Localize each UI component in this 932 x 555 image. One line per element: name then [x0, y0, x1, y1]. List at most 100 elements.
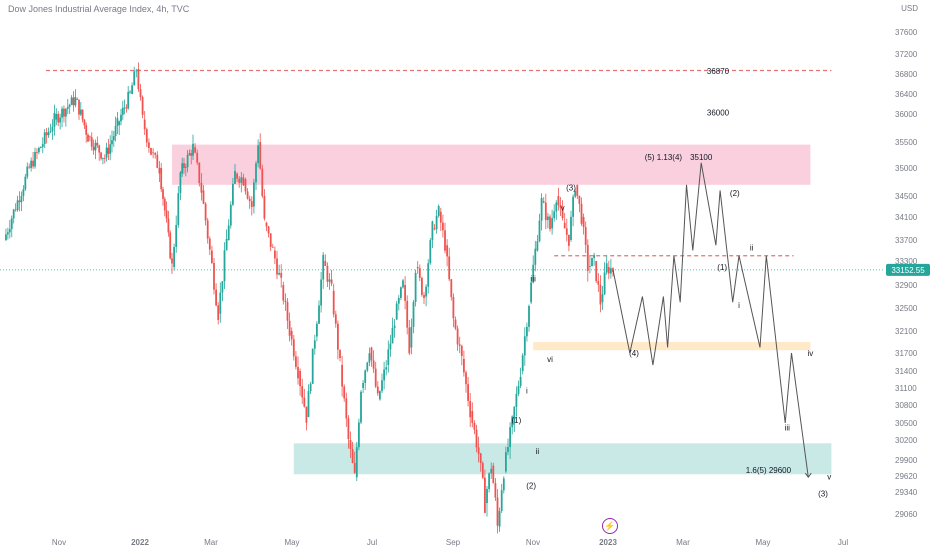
annotation-label: (1): [512, 416, 522, 425]
candle-body: [553, 211, 556, 219]
candle-body: [320, 279, 322, 306]
candle-body: [148, 142, 150, 148]
candle-body: [551, 218, 553, 229]
candle-body: [32, 160, 34, 167]
y-tick-label: 31400: [895, 367, 918, 376]
candle-body: [511, 416, 514, 428]
candle-body: [565, 228, 568, 235]
candle-body: [68, 104, 71, 107]
candle-body: [145, 129, 148, 143]
candle-body: [14, 209, 17, 211]
candle-body: [408, 327, 411, 354]
candle-body: [217, 305, 220, 320]
candle-body: [221, 281, 224, 293]
candle-body: [192, 143, 194, 156]
candle-body: [586, 244, 589, 271]
candle-body: [561, 207, 564, 219]
candle-body: [416, 267, 419, 269]
candle-body: [223, 250, 226, 282]
candle-body: [313, 340, 316, 349]
candle-body: [343, 386, 346, 399]
candle-body: [406, 300, 409, 328]
annotation-label: iv: [808, 349, 814, 358]
x-tick-label: 2022: [131, 538, 149, 547]
candle-body: [376, 386, 379, 394]
candle-body: [366, 362, 369, 371]
y-tick-label: 37600: [895, 28, 918, 37]
candle-body: [473, 423, 476, 430]
candle-body: [103, 157, 106, 159]
annotation-label: i: [738, 301, 740, 310]
candle-body: [248, 198, 251, 202]
candle-body: [467, 384, 469, 401]
candle-body: [188, 153, 191, 156]
candle-body: [391, 327, 394, 344]
candle-body: [530, 282, 532, 303]
candle-body: [41, 143, 44, 148]
candle-body: [368, 353, 371, 363]
candle-body: [509, 427, 511, 448]
candle-body: [334, 314, 337, 324]
candle-body: [364, 370, 367, 383]
candle-body: [538, 220, 541, 242]
candle-body: [425, 286, 427, 297]
candle-body: [395, 303, 398, 320]
candle-body: [290, 331, 293, 340]
candle-body: [246, 191, 249, 199]
candle-body: [328, 279, 331, 282]
candle-body: [580, 203, 583, 224]
projection-path: [612, 162, 809, 478]
candle-body: [229, 204, 232, 226]
y-tick-label: 30500: [895, 419, 918, 428]
candle-body: [486, 489, 488, 503]
candle-body: [578, 195, 581, 204]
candle-body: [107, 147, 110, 154]
candle-body: [385, 367, 388, 370]
y-tick-label: 34100: [895, 213, 918, 222]
y-tick-label: 34500: [895, 192, 918, 201]
candle-body: [494, 483, 497, 498]
candle-body: [53, 112, 56, 127]
annotation-label: (2): [526, 482, 536, 491]
candle-body: [582, 217, 585, 228]
candle-body: [521, 355, 524, 371]
candle-body: [307, 391, 310, 417]
event-bolt-icon[interactable]: ⚡: [602, 518, 618, 534]
candle-body: [490, 468, 493, 474]
candle-body: [135, 70, 138, 72]
candle-body: [595, 261, 598, 282]
y-tick-label: 31700: [895, 349, 918, 358]
candle-body: [269, 233, 272, 247]
candle-body: [345, 398, 348, 419]
candle-body: [143, 119, 146, 130]
candle-body: [517, 385, 520, 394]
y-tick-label: 32900: [895, 281, 918, 290]
candle-body: [412, 302, 415, 327]
candle-body: [387, 349, 390, 365]
candle-body: [263, 196, 266, 219]
projection-arrow: [804, 472, 812, 478]
candle-body: [372, 360, 375, 369]
candle-body: [79, 109, 82, 115]
candle-body: [118, 121, 121, 126]
candle-body: [250, 201, 253, 208]
candle-body: [505, 452, 507, 472]
candle-body: [57, 113, 60, 123]
candle-body: [169, 232, 172, 259]
annotation-label: ii: [750, 244, 754, 253]
candle-body: [30, 160, 33, 168]
candle-body: [540, 198, 543, 221]
candle-body: [339, 349, 341, 358]
candle-body: [303, 397, 306, 407]
candle-body: [234, 170, 236, 184]
candle-body: [454, 319, 457, 329]
annotation-label: 35100: [690, 153, 713, 162]
candle-body: [5, 234, 7, 240]
candle-body: [267, 226, 270, 234]
candle-body: [51, 126, 54, 132]
candle-body: [18, 200, 21, 203]
y-tick-label: 33300: [895, 257, 918, 266]
candle-body: [374, 368, 377, 387]
candle-body: [175, 224, 178, 247]
